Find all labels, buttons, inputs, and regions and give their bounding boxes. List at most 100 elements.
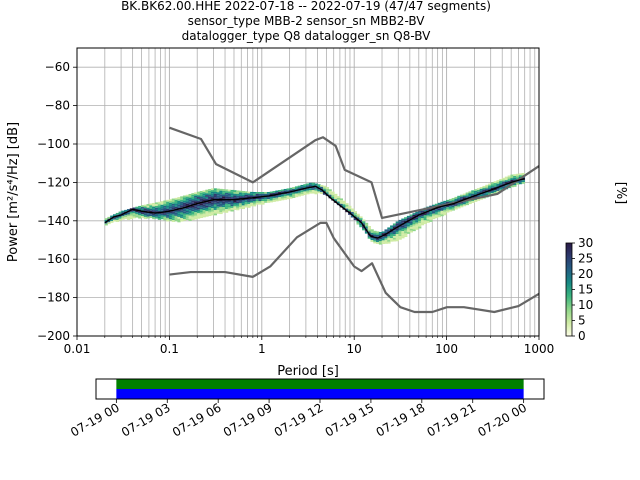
density-cell (390, 236, 394, 239)
density-cell (224, 192, 229, 195)
density-cell (241, 205, 246, 208)
density-cell (381, 242, 385, 244)
colorbar-tick-label: 5 (578, 314, 586, 328)
density-cell (476, 195, 481, 198)
density-cell (269, 196, 274, 199)
density-cell (210, 191, 215, 194)
density-cell (252, 197, 257, 200)
density-cell (202, 193, 206, 196)
density-cell (210, 195, 215, 198)
density-cell (261, 201, 265, 203)
density-cell (401, 222, 405, 224)
density-cell (378, 242, 383, 245)
density-cell (395, 225, 399, 227)
density-cell (406, 224, 411, 227)
density-cell (160, 202, 164, 205)
density-cell (266, 201, 271, 203)
density-cell (230, 207, 234, 210)
density-cell (292, 194, 296, 197)
density-cell (356, 222, 360, 225)
density-cell (157, 201, 162, 204)
density-cell (278, 195, 282, 198)
density-cell (286, 195, 290, 198)
density-cell (182, 200, 187, 203)
density-cell (196, 216, 201, 219)
density-cell (202, 211, 206, 214)
density-cell (387, 234, 391, 237)
timeline-tick-label: 07-19 15 (323, 400, 377, 439)
y-tick-label: −180 (37, 291, 70, 305)
density-cell (224, 196, 229, 199)
density-cell (160, 208, 164, 211)
density-cell (174, 205, 178, 207)
density-cell (395, 228, 399, 231)
density-cell (479, 188, 483, 191)
density-cell (194, 212, 198, 215)
density-cell (303, 186, 307, 188)
density-cell (406, 230, 411, 233)
density-cell (236, 203, 240, 205)
density-cell (126, 214, 131, 217)
density-cell (180, 198, 184, 200)
density-cell (227, 191, 232, 194)
density-cell (392, 237, 397, 240)
density-cell (154, 213, 159, 215)
density-cell (311, 191, 316, 194)
density-cell (182, 204, 187, 207)
density-cell (283, 196, 288, 198)
density-cell (157, 218, 162, 220)
density-cell (210, 200, 215, 203)
density-cell (255, 192, 260, 194)
density-cell (247, 193, 251, 196)
density-cell (314, 183, 318, 186)
density-cell (336, 201, 341, 204)
density-cell (406, 217, 411, 220)
density-cell (342, 200, 346, 203)
density-cell (244, 193, 248, 195)
density-cell (280, 194, 285, 197)
density-cell (384, 229, 388, 232)
density-cell (252, 204, 257, 207)
density-cell (440, 214, 444, 217)
density-cell (210, 208, 215, 210)
density-cell (317, 186, 321, 188)
density-cell (468, 193, 472, 196)
density-cell (213, 206, 218, 209)
density-cell (168, 219, 173, 221)
density-cell (182, 195, 187, 198)
density-cell (297, 191, 302, 193)
density-cell (311, 188, 316, 190)
density-cell (107, 216, 111, 219)
colorbar-tick-label: 0 (578, 329, 586, 343)
density-cell (390, 238, 394, 240)
density-cell (163, 209, 167, 212)
density-cell (392, 234, 397, 237)
density-cell (395, 239, 399, 242)
density-cell (474, 200, 478, 202)
density-cell (376, 233, 380, 236)
density-cell (468, 202, 472, 205)
density-cell (465, 192, 469, 195)
density-cell (401, 231, 405, 233)
density-cell (185, 207, 190, 210)
density-cell (149, 205, 153, 208)
colorbar-tick-label: 20 (578, 267, 593, 281)
density-cell (308, 188, 313, 190)
density-cell (367, 231, 371, 234)
density-cell (252, 192, 257, 194)
density-cell (426, 213, 430, 216)
density-cell (437, 211, 441, 214)
density-cell (219, 196, 223, 198)
density-cell (236, 197, 240, 200)
density-cell (233, 197, 237, 200)
density-cell (451, 197, 455, 200)
density-cell (446, 201, 450, 204)
density-cell (398, 234, 402, 237)
density-cell (219, 203, 223, 206)
density-cell (230, 197, 234, 199)
density-cell (191, 218, 195, 221)
title-line-2: sensor_type MBB-2 sensor_sn MBB2-BV (188, 14, 426, 28)
density-cell (334, 199, 338, 202)
density-cell (124, 217, 128, 219)
